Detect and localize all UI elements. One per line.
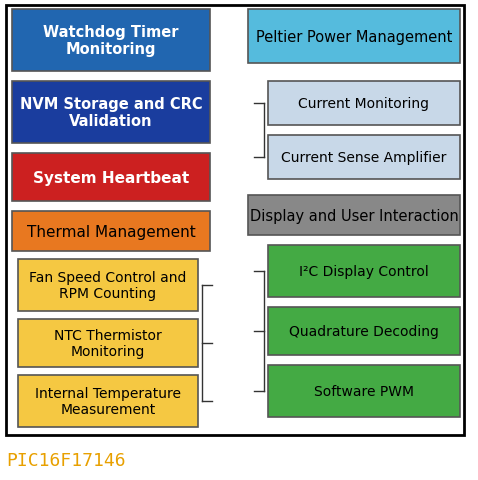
FancyBboxPatch shape bbox=[18, 319, 198, 367]
FancyBboxPatch shape bbox=[18, 375, 198, 427]
Text: Current Monitoring: Current Monitoring bbox=[298, 97, 430, 111]
FancyBboxPatch shape bbox=[12, 212, 210, 252]
FancyBboxPatch shape bbox=[268, 365, 460, 417]
FancyBboxPatch shape bbox=[18, 260, 198, 312]
FancyBboxPatch shape bbox=[268, 307, 460, 355]
FancyBboxPatch shape bbox=[6, 6, 464, 435]
Text: Internal Temperature
Measurement: Internal Temperature Measurement bbox=[35, 386, 181, 416]
Text: PIC16F17146: PIC16F17146 bbox=[6, 451, 126, 469]
Text: Quadrature Decoding: Quadrature Decoding bbox=[289, 324, 439, 338]
Text: NTC Thermistor
Monitoring: NTC Thermistor Monitoring bbox=[54, 328, 162, 359]
Text: System Heartbeat: System Heartbeat bbox=[33, 170, 189, 185]
FancyBboxPatch shape bbox=[248, 195, 460, 236]
Text: Peltier Power Management: Peltier Power Management bbox=[256, 29, 452, 45]
FancyBboxPatch shape bbox=[12, 82, 210, 144]
Text: Current Sense Amplifier: Current Sense Amplifier bbox=[282, 151, 446, 165]
Text: NVM Storage and CRC
Validation: NVM Storage and CRC Validation bbox=[20, 96, 202, 129]
FancyBboxPatch shape bbox=[248, 10, 460, 64]
FancyBboxPatch shape bbox=[268, 82, 460, 126]
FancyBboxPatch shape bbox=[268, 136, 460, 180]
FancyBboxPatch shape bbox=[12, 154, 210, 202]
Text: Thermal Management: Thermal Management bbox=[27, 224, 196, 239]
Text: Fan Speed Control and
RPM Counting: Fan Speed Control and RPM Counting bbox=[29, 270, 187, 300]
Text: Display and User Interaction: Display and User Interaction bbox=[250, 208, 458, 223]
Text: Watchdog Timer
Monitoring: Watchdog Timer Monitoring bbox=[43, 25, 179, 57]
FancyBboxPatch shape bbox=[268, 245, 460, 298]
Text: I²C Display Control: I²C Display Control bbox=[299, 264, 429, 278]
Text: Software PWM: Software PWM bbox=[314, 384, 414, 398]
FancyBboxPatch shape bbox=[12, 10, 210, 72]
